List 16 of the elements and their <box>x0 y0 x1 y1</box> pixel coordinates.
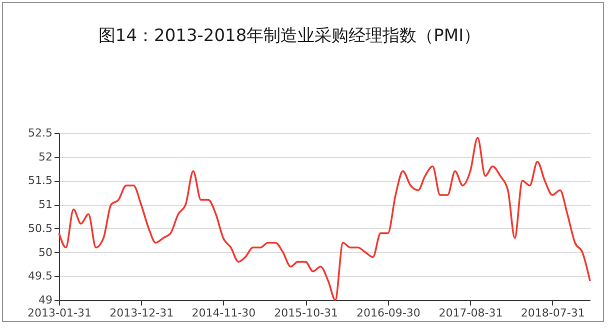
y-tick-label: 51.5 <box>28 174 52 188</box>
x-tick-label: 2017-08-31 <box>438 306 503 320</box>
y-tick-label: 52 <box>38 150 52 164</box>
y-tick-label: 50.5 <box>28 222 52 235</box>
y-tick-label: 49.5 <box>28 270 52 283</box>
y-tick-label: 52.5 <box>28 126 52 140</box>
y-tick-label: 49 <box>38 294 52 306</box>
x-tick-label: 2016-09-30 <box>356 306 420 320</box>
x-tick-label: 2013-01-31 <box>28 306 92 320</box>
y-tick-label: 51 <box>38 198 52 212</box>
y-tick-label: 50 <box>38 246 52 259</box>
x-tick-label: 2018-07-31 <box>520 306 585 320</box>
x-tick-label: 2015-10-31 <box>274 306 338 320</box>
x-tick-label: 2014-11-30 <box>192 306 256 320</box>
chart-title: 图14：2013-2018年制造业采购经理指数（PMI） <box>98 26 481 46</box>
x-tick-label: 2013-12-31 <box>110 306 174 320</box>
